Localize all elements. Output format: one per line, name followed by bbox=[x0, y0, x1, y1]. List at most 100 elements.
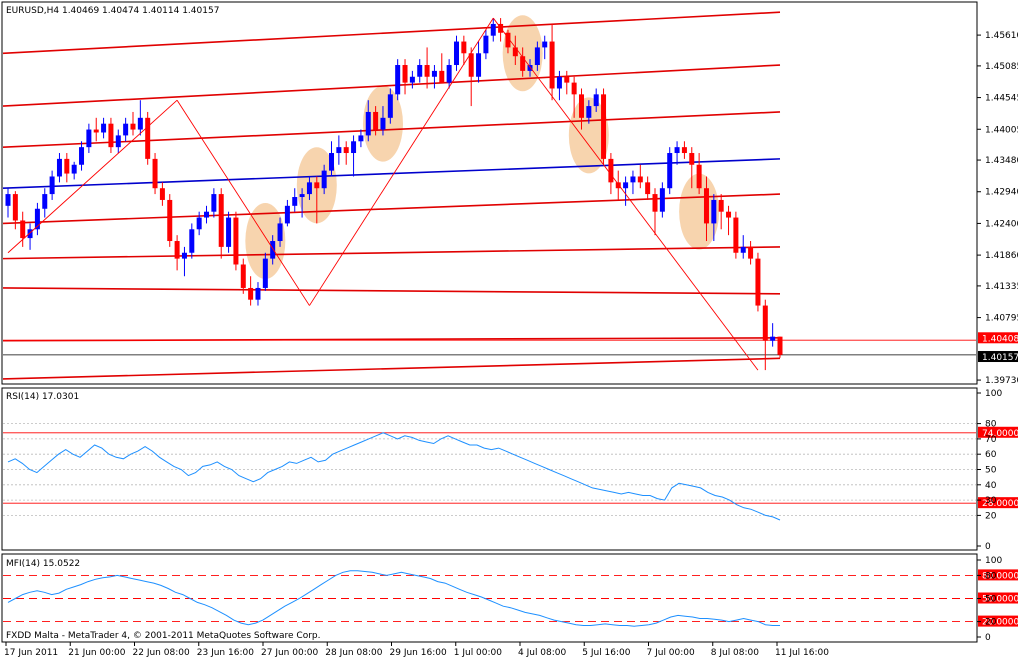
candle-bull bbox=[115, 135, 121, 148]
time-tick-label: 8 Jul 08:00 bbox=[711, 648, 760, 658]
candle-bear bbox=[696, 164, 702, 189]
zigzag-segment bbox=[7, 99, 178, 254]
candle-bear bbox=[343, 147, 349, 154]
time-tick-label: 4 Jul 08:00 bbox=[518, 648, 567, 658]
time-tick-label: 21 Jun 00:00 bbox=[68, 648, 125, 658]
candle-bull bbox=[204, 211, 210, 218]
indicator-tick-label: 30 bbox=[985, 496, 997, 506]
mfi-pane: 80.0000 50.0000 20.0000 MFI(14) 15.0522 10… bbox=[1, 553, 1018, 643]
candle-bull bbox=[71, 164, 77, 174]
candle-bear bbox=[637, 176, 643, 183]
candle-bull bbox=[770, 336, 776, 341]
candle-bear bbox=[520, 56, 526, 71]
candle-bear bbox=[461, 41, 467, 54]
candle-bull bbox=[27, 229, 33, 239]
candle-bear bbox=[439, 70, 445, 83]
time-tick-label: 23 Jun 16:00 bbox=[197, 648, 254, 658]
candle-bear bbox=[108, 123, 114, 148]
candle-bull bbox=[306, 182, 312, 195]
candle-bear bbox=[762, 305, 768, 341]
candle-bull bbox=[380, 117, 386, 130]
mfi-label: MFI(14) 15.0522 bbox=[6, 559, 80, 569]
time-tick-label: 5 Jul 16:00 bbox=[582, 648, 631, 658]
candle-bear bbox=[726, 211, 732, 218]
candle-bull bbox=[226, 217, 232, 247]
candle-bull bbox=[79, 147, 85, 165]
candle-bull bbox=[358, 135, 364, 142]
rsi-grid: 74.0000 28.0000 bbox=[3, 423, 1018, 516]
candle-bull bbox=[255, 287, 261, 300]
price-tick-label: 1.44545 bbox=[985, 94, 1018, 104]
candle-bear bbox=[755, 258, 761, 306]
candle-bull bbox=[49, 176, 55, 195]
price-tag-box bbox=[978, 332, 1018, 344]
candle-bull bbox=[711, 199, 717, 224]
zigzag-segment bbox=[176, 99, 310, 306]
candle-bull bbox=[262, 258, 268, 288]
indicator-tick-label: 0 bbox=[985, 633, 991, 643]
candle-bull bbox=[586, 106, 592, 118]
candle-bull bbox=[34, 208, 40, 230]
candle-bear bbox=[93, 129, 99, 133]
time-tick-label: 17 Jun 2011 bbox=[4, 648, 58, 658]
candle-bear bbox=[578, 94, 584, 118]
indicator-level-tag-box bbox=[978, 569, 1018, 581]
candle-bull bbox=[527, 65, 533, 71]
channel-line bbox=[2, 287, 781, 295]
candle-bull bbox=[42, 194, 48, 209]
candle-bear bbox=[748, 246, 754, 259]
candle-bull bbox=[101, 123, 107, 133]
candle-bear bbox=[373, 111, 379, 130]
time-tick-label: 27 Jun 00:00 bbox=[261, 648, 318, 658]
candle-bull bbox=[211, 194, 217, 212]
candle-bear bbox=[608, 158, 614, 183]
candle-bull bbox=[329, 153, 335, 171]
price-pane: EURUSD,H4 1.40469 1.40474 1.40114 1.4015… bbox=[1, 1, 1018, 386]
candle-bull bbox=[453, 41, 459, 66]
channel-line bbox=[2, 357, 781, 380]
candle-bull bbox=[365, 111, 371, 136]
price-tick-label: 1.43480 bbox=[985, 156, 1018, 166]
candle-bear bbox=[645, 182, 651, 195]
candle-bear bbox=[777, 336, 783, 355]
candlesticks bbox=[5, 18, 783, 371]
price-tick-label: 1.39730 bbox=[985, 376, 1018, 386]
channel-line bbox=[2, 193, 781, 225]
price-tag-label: 1.40157 bbox=[982, 353, 1018, 363]
candle-bear bbox=[402, 65, 408, 83]
candle-bear bbox=[571, 82, 577, 95]
candle-bull bbox=[593, 94, 599, 107]
candle-bear bbox=[130, 123, 136, 130]
rsi-label: RSI(14) 17.0301 bbox=[6, 392, 79, 402]
price-tick-label: 1.41860 bbox=[985, 251, 1018, 261]
time-tick-label: 1 Jul 00:00 bbox=[454, 648, 503, 658]
time-tick-label: 28 Jun 08:00 bbox=[325, 648, 382, 658]
rsi-pane: 74.0000 28.0000 RSI(14) 17.0301 100 80 70 60… bbox=[1, 387, 1018, 552]
candle-bull bbox=[5, 194, 11, 206]
candle-bear bbox=[424, 65, 430, 77]
candle-bull bbox=[623, 182, 629, 189]
zigzag-lines bbox=[7, 17, 759, 371]
indicator-level-tag-box bbox=[978, 497, 1018, 509]
zigzag-segment bbox=[492, 17, 759, 371]
time-axis: 17 Jun 2011 21 Jun 00:00 22 Jun 08:00 23 Ju… bbox=[4, 642, 829, 658]
candle-bull bbox=[86, 129, 92, 148]
rsi-pane-frame bbox=[1, 387, 978, 551]
candle-bull bbox=[417, 65, 423, 77]
candle-bull bbox=[181, 252, 187, 259]
channel-line bbox=[2, 111, 781, 148]
rsi-line bbox=[7, 432, 781, 521]
indicator-level-tag-label: 20.0000 bbox=[982, 618, 1018, 628]
candle-bear bbox=[145, 117, 151, 159]
channel-line bbox=[2, 11, 781, 55]
rsi-axis: 100 80 70 60 50 40 30 20 0 bbox=[977, 389, 1002, 552]
price-tick-label: 1.40795 bbox=[985, 314, 1018, 324]
channel-line bbox=[2, 64, 781, 107]
candle-bull bbox=[137, 117, 143, 130]
candle-bear bbox=[689, 153, 695, 165]
candle-bear bbox=[218, 194, 224, 247]
indicator-tick-label: 70 bbox=[985, 435, 997, 445]
candle-bull bbox=[321, 170, 327, 189]
candle-bear bbox=[601, 94, 607, 159]
